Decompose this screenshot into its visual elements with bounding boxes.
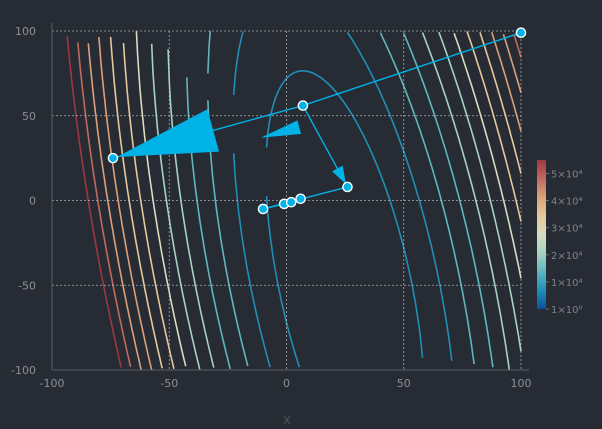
colorbar-tick-label-5: 5×10⁴ [551,170,582,181]
contour-line-1-a [232,31,244,96]
contour-line-7-b [122,43,175,369]
colorbar-tick-label-0: 1×10⁰ [551,305,582,316]
contour-line-6-b [135,31,187,367]
x-tick-label-4: 100 [511,377,532,390]
contour-line-11-b [77,42,132,367]
contour-line-2-a [207,30,212,74]
colorbar-tick-label-1: 1×10⁴ [551,278,582,289]
contour-line-2-b [207,100,249,367]
contour-line-8-a [479,32,522,174]
y-tick-label-0: -100 [11,364,36,377]
contour-line-3-b [186,77,231,370]
contour-line-4-b [167,49,215,368]
colorbar-ramp [537,160,546,309]
contour-line-1-a [346,31,453,361]
y-tick-label-2: 0 [29,195,36,208]
colorbar: 1×10⁰ 1×10⁴ 2×10⁴ 3×10⁴ 4×10⁴ 5×10⁴ [537,160,582,316]
colorbar-tick-label-2: 2×10⁴ [551,251,582,262]
contour-line-6-a [453,33,522,279]
contour-line-10-a [502,33,522,94]
path-point-2 [107,152,119,164]
optimization-path [107,27,527,215]
contour-line-0-a [265,69,424,358]
contour-line-8-b [109,36,163,369]
contour-line-5-a [438,31,522,352]
path-arrowhead-small [332,165,347,185]
contour-line-4-a [421,32,511,370]
colorbar-tick-label-4: 4×10⁴ [551,197,582,208]
contour-line-7-a [466,31,522,222]
path-point-1 [297,100,309,111]
contour-line-12-b [66,36,122,368]
path-segment-0 [302,32,522,107]
contour-line-11-a [513,34,522,58]
y-tick-label-4: 100 [15,25,36,38]
contour-line-10-b [87,43,142,370]
contour-line-9-a [490,31,522,132]
path-arrowhead-large [116,109,220,158]
x-tick-label-1: -50 [160,377,178,390]
y-tick-label-3: 50 [22,110,36,123]
contour-line-0-b [265,195,301,368]
axes: -100 -50 0 50 100 -100 -50 0 50 100 [11,23,532,390]
y-tick-label-1: -50 [18,279,36,292]
path-point-7 [295,193,306,205]
contour-line-3-a [403,33,494,368]
contour-line-9-b [98,36,153,371]
path-point-0 [515,27,527,38]
x-tick-label-3: 50 [397,377,411,390]
path-point-6 [285,196,297,208]
colorbar-tick-label-3: 3×10⁴ [551,224,582,235]
path-point-4 [257,203,269,215]
contour-line-2-a [379,32,475,365]
contour-line-1-b [232,153,271,368]
path-point-3 [342,181,353,193]
path-arrowhead-medium [260,120,302,138]
contour-lines [66,30,522,371]
x-tick-label-2: 0 [283,377,290,390]
x-axis-title: x [283,412,291,428]
x-tick-label-0: -100 [40,377,65,390]
